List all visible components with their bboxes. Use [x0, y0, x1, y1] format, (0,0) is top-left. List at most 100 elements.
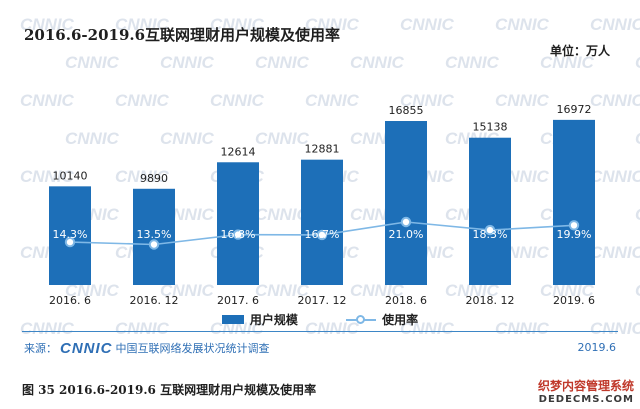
- bar-1: [133, 188, 175, 285]
- corner-watermark-cn: 织梦内容管理系统: [537, 379, 634, 393]
- x-tick-label-3: 2017. 12: [298, 294, 347, 307]
- watermark-text: CNNIC: [255, 129, 310, 148]
- watermark-text: CNNIC: [400, 319, 455, 338]
- watermark-text: CNNIC: [635, 281, 640, 300]
- watermark-text: CNNIC: [495, 319, 550, 338]
- chart-title: 2016.6-2019.6互联网理财用户规模及使用率: [24, 26, 341, 44]
- watermark-text: CNNIC: [20, 15, 75, 34]
- watermark-text: CNNIC: [400, 15, 455, 34]
- watermark-text: CNNIC: [635, 129, 640, 148]
- rate-value-label-6: 19.9%: [557, 228, 592, 241]
- watermark-text: CNNIC: [635, 205, 640, 224]
- watermark-text: CNNIC: [635, 53, 640, 72]
- bar-0: [49, 186, 91, 285]
- footer-divider: [22, 331, 618, 332]
- rate-marker-4: [400, 216, 412, 228]
- watermark-text: CNNIC: [65, 129, 120, 148]
- legend-line-label: 使用率: [382, 313, 419, 327]
- bar-5: [469, 137, 511, 285]
- watermark-text: CNNIC: [400, 91, 455, 110]
- bar-value-label-3: 12881: [305, 143, 340, 156]
- corner-watermark-en: DEDECMS.COM: [538, 394, 634, 405]
- watermark-text: CNNIC: [65, 53, 120, 72]
- watermark-text: CNNIC: [115, 15, 170, 34]
- rate-value-label-5: 18.3%: [473, 228, 508, 241]
- rate-marker-1: [148, 239, 160, 250]
- figure-caption: 图 35 2016.6-2019.6 互联网理财用户规模及使用率: [22, 383, 317, 397]
- watermark-text: CNNIC: [590, 243, 640, 262]
- watermark-text: CNNIC: [20, 319, 75, 338]
- watermark-text: CNNIC: [255, 205, 310, 224]
- watermark-text: CNNIC: [590, 319, 640, 338]
- bar-4: [385, 121, 427, 285]
- chart-legend: 用户规模 使用率: [0, 311, 640, 328]
- watermark-text: CNNIC: [255, 53, 310, 72]
- rate-marker-5: [484, 224, 496, 236]
- rate-value-label-0: 14.3%: [53, 228, 88, 241]
- rate-line-layer: [64, 216, 580, 250]
- watermark-text: CNNIC: [445, 53, 500, 72]
- watermark-text: CNNIC: [210, 91, 265, 110]
- rate-value-label-4: 21.0%: [389, 228, 424, 241]
- source-text: 中国互联网络发展状况统计调查: [115, 342, 270, 355]
- source-prefix: 来源：: [24, 342, 57, 355]
- watermark-text: CNNIC: [495, 91, 550, 110]
- unit-label: 单位：万人: [549, 44, 610, 58]
- rate-marker-2: [232, 229, 244, 240]
- legend-item-users: 用户规模: [221, 311, 298, 328]
- labels-layer: 10140 14.3% 2016. 6 9890 13.5% 2016. 12 12614 1…: [49, 103, 595, 307]
- bar-6: [553, 119, 595, 285]
- watermark-text: CNNIC: [115, 167, 170, 186]
- watermark-text: CNNIC: [305, 15, 360, 34]
- x-tick-label-6: 2019. 6: [553, 294, 595, 307]
- rate-marker-3: [316, 229, 328, 241]
- watermark-text: CNNIC: [160, 53, 215, 72]
- x-tick-label-1: 2016. 12: [130, 294, 179, 307]
- x-tick-label-2: 2017. 6: [217, 294, 259, 307]
- watermark-text: CNNIC: [115, 91, 170, 110]
- watermark-text: CNNIC: [160, 129, 215, 148]
- watermark-text: CNNIC: [590, 15, 640, 34]
- rate-value-label-3: 16.7%: [305, 228, 340, 241]
- legend-item-rate: 使用率: [346, 311, 418, 328]
- x-tick-label-4: 2018. 6: [385, 294, 427, 307]
- watermark-text: CNNIC: [115, 319, 170, 338]
- watermark-text: CNNIC: [495, 15, 550, 34]
- bar-value-label-6: 16972: [557, 103, 592, 116]
- rate-marker-0: [64, 236, 76, 248]
- rate-value-label-2: 16.8%: [221, 228, 256, 241]
- watermark-text: CNNIC: [350, 53, 405, 72]
- watermark-text: CNNIC: [210, 15, 265, 34]
- bar-2: [217, 162, 259, 285]
- watermark-text: CNNIC: [590, 91, 640, 110]
- bar-value-label-4: 16855: [389, 104, 424, 117]
- watermark-text: CNNIC: [20, 91, 75, 110]
- x-tick-label-5: 2018. 12: [466, 294, 515, 307]
- x-tick-label-0: 2016. 6: [49, 294, 91, 307]
- bar-value-label-0: 10140: [53, 169, 88, 182]
- bars-layer: [49, 119, 595, 285]
- legend-line-swatch: [346, 315, 377, 324]
- cnnic-logo: CNNIC: [60, 339, 113, 357]
- watermark-text: CNNIC: [305, 91, 360, 110]
- watermark-text: CNNIC: [350, 281, 405, 300]
- watermark-text: CNNIC: [540, 53, 595, 72]
- watermark-text: CNNIC: [255, 281, 310, 300]
- bar-value-label-1: 9890: [140, 172, 168, 185]
- source-line: 来源： CNNIC 中国互联网络发展状况统计调查: [24, 339, 270, 357]
- watermark-text: CNNIC: [540, 281, 595, 300]
- legend-bar-swatch: [221, 315, 244, 324]
- watermark-text: CNNIC: [20, 167, 75, 186]
- watermark-text: CNNIC: [160, 281, 215, 300]
- legend-bar-label: 用户规模: [249, 313, 298, 327]
- bar-3: [301, 159, 343, 285]
- corner-watermark: 织梦内容管理系统 DEDECMS.COM: [538, 377, 634, 405]
- watermark-text: CNNIC: [590, 167, 640, 186]
- bar-value-label-2: 12614: [221, 145, 256, 158]
- bar-value-label-5: 15138: [473, 121, 508, 134]
- rate-value-label-1: 13.5%: [137, 228, 172, 241]
- watermark-text: CNNIC: [305, 319, 360, 338]
- watermark-text: CNNIC: [65, 281, 120, 300]
